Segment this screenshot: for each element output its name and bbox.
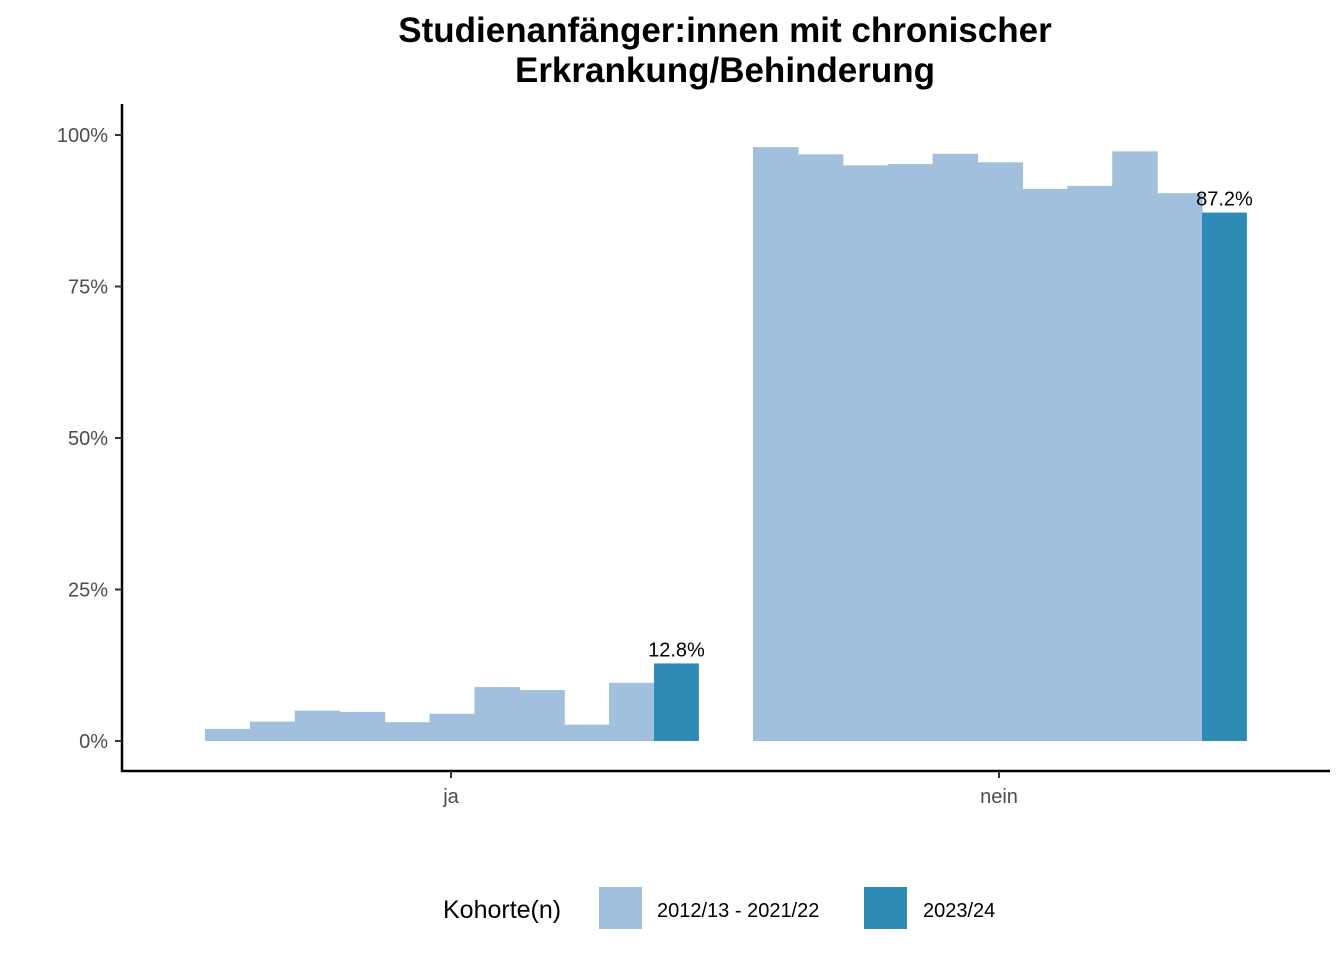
y-tick-label: 0% xyxy=(79,731,108,753)
bar-ja-historical-10 xyxy=(609,682,655,741)
bar-nein-historical-9 xyxy=(1112,151,1158,742)
bar-ja-historical-6 xyxy=(429,713,475,741)
legend-swatch-historical xyxy=(599,887,642,929)
bar-ja-historical-9 xyxy=(564,724,610,741)
bar-ja-historical-2 xyxy=(249,721,296,741)
bar-ja-historical-1 xyxy=(205,728,251,741)
x-axis-ticks: ja nein xyxy=(442,771,1018,808)
bar-nein-historical-5 xyxy=(932,153,979,742)
bar-nein-historical-2 xyxy=(797,154,844,741)
x-tick-label-ja: ja xyxy=(442,786,459,808)
bar-ja-historical-4 xyxy=(339,711,386,741)
chart-title-line-1: Studienanfänger:innen mit chronischer xyxy=(398,11,1052,50)
chart-title-line-2: Erkrankung/Behinderung xyxy=(515,51,935,90)
legend-label-current: 2023/24 xyxy=(923,900,995,922)
bar-nein-historical-3 xyxy=(842,165,889,742)
bar-nein-historical-1 xyxy=(753,147,799,741)
bar-ja-historical-7 xyxy=(474,687,520,741)
bar-nein-historical-10 xyxy=(1157,193,1203,741)
x-tick-label-nein: nein xyxy=(980,786,1018,808)
data-label-ja-current: 12.8% xyxy=(648,639,705,661)
chart-title: Studienanfänger:innen mit chronischer Er… xyxy=(398,11,1052,90)
bar-nein-historical-7 xyxy=(1022,188,1068,741)
bar-ja-historical-8 xyxy=(519,690,565,741)
bar-nein-current xyxy=(1202,212,1247,741)
bar-ja-historical-5 xyxy=(384,722,431,741)
y-tick-label: 75% xyxy=(68,277,108,299)
y-tick-label: 25% xyxy=(68,580,108,602)
data-labels-group: 12.8% 87.2% xyxy=(648,189,1253,662)
bars-group xyxy=(205,147,1247,742)
legend: Kohorte(n) 2012/13 - 2021/22 2023/24 xyxy=(443,887,995,929)
data-label-nein-current: 87.2% xyxy=(1196,189,1253,211)
bar-nein-historical-8 xyxy=(1067,185,1113,741)
legend-title: Kohorte(n) xyxy=(443,896,561,924)
legend-label-historical: 2012/13 - 2021/22 xyxy=(657,900,819,922)
legend-swatch-current xyxy=(864,887,907,929)
bar-ja-historical-3 xyxy=(294,710,341,741)
bar-nein-historical-4 xyxy=(887,164,934,742)
bar-ja-current xyxy=(654,663,699,741)
bar-nein-historical-6 xyxy=(977,162,1023,741)
y-tick-label: 50% xyxy=(68,428,108,450)
y-tick-label: 100% xyxy=(57,125,108,147)
y-axis-ticks: 0% 25% 50% 75% 100% xyxy=(57,125,122,753)
